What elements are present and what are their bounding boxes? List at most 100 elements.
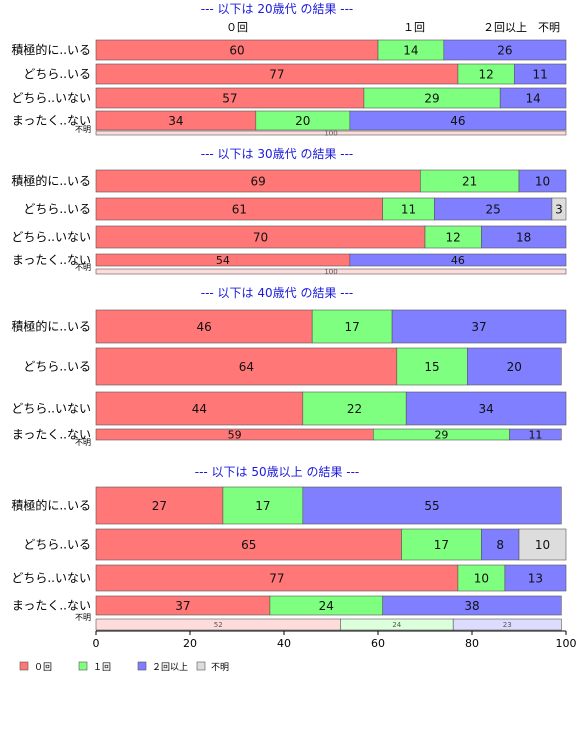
bar-segment (396, 347, 468, 386)
data-label: 61 (232, 202, 247, 216)
bar-segment (457, 564, 506, 592)
category-label: 不明 (75, 263, 91, 272)
data-label: 8 (496, 538, 504, 552)
data-label: 77 (269, 67, 284, 81)
data-label: 11 (401, 202, 416, 216)
column-header-label: ２回以上 (483, 21, 527, 34)
category-label: まったく..ない (12, 114, 91, 128)
data-label: 37 (471, 320, 486, 334)
group-title: --- 以下は 20歳代 の結果 --- (201, 2, 354, 16)
x-tick-label: 20 (183, 637, 197, 650)
bar-segment (95, 564, 459, 592)
category-label: 不明 (75, 125, 91, 134)
x-tick-label: 40 (277, 637, 291, 650)
legend-swatch (137, 661, 147, 671)
data-label: 17 (434, 538, 449, 552)
data-label: 46 (450, 114, 465, 128)
data-label: 14 (525, 91, 540, 105)
category-label: まったく..ない (12, 428, 91, 442)
data-label: 10 (535, 538, 550, 552)
data-label: 34 (478, 402, 493, 416)
column-header-label: ０回 (226, 21, 248, 34)
bar-segment (95, 347, 398, 386)
data-label: 13 (528, 571, 543, 585)
x-tick-label: 80 (465, 637, 479, 650)
category-label: まったく..ない (12, 599, 91, 613)
bar-segment (95, 309, 313, 344)
bar-segment (405, 391, 567, 426)
category-label: どちら..いる (23, 360, 91, 374)
category-label: どちら..いない (11, 91, 91, 105)
bar-segment (302, 391, 407, 426)
bar-segment (518, 169, 567, 193)
category-label: まったく..ない (12, 253, 91, 267)
bar-segment (349, 253, 567, 267)
data-label: 57 (222, 91, 237, 105)
bar-segment (222, 486, 304, 525)
data-label: 59 (228, 428, 242, 441)
data-label: 46 (451, 254, 465, 267)
bar-segment (466, 347, 562, 386)
bar-segment (509, 428, 562, 441)
data-label: 65 (241, 538, 256, 552)
data-label: 17 (345, 320, 360, 334)
data-label: 10 (474, 571, 489, 585)
bar-segment (302, 486, 562, 525)
data-label: 34 (168, 114, 183, 128)
data-label: 37 (175, 599, 190, 613)
data-label: 15 (424, 360, 439, 374)
group-title: --- 以下は 30歳代 の結果 --- (201, 147, 354, 161)
category-label: 不明 (75, 613, 91, 622)
category-label: どちら..いない (11, 571, 91, 585)
data-label: 18 (516, 230, 531, 244)
data-label: 70 (253, 230, 268, 244)
category-label: どちら..いる (23, 67, 91, 81)
legend-swatch (78, 661, 88, 671)
data-label: 22 (347, 402, 362, 416)
bar-segment (391, 309, 567, 344)
bar-segment (518, 528, 567, 561)
data-label: 25 (486, 202, 501, 216)
bar-segment (95, 268, 567, 275)
data-label: 29 (434, 428, 448, 441)
bar-segment (95, 130, 567, 136)
data-label: 26 (497, 43, 512, 57)
data-label: 21 (462, 174, 477, 188)
bar-segment (499, 87, 567, 109)
bar-segment (311, 309, 393, 344)
data-label: 14 (403, 43, 418, 57)
bar-segment (551, 197, 567, 221)
bar-segment (95, 391, 304, 426)
data-label: 60 (229, 43, 244, 57)
data-label: 11 (533, 67, 548, 81)
column-header-label: １回 (403, 21, 425, 34)
category-label: 積極的に..いる (11, 498, 91, 513)
data-label: 77 (269, 571, 284, 585)
data-label: 64 (239, 360, 254, 374)
bar-segment (452, 618, 562, 631)
data-label: 100 (324, 268, 337, 276)
bar-segment (401, 528, 482, 561)
data-label: 12 (446, 230, 461, 244)
category-label: どちら..いない (11, 230, 91, 244)
bar-segment (504, 564, 567, 592)
category-label: どちら..いる (23, 538, 91, 552)
x-tick-label: 60 (371, 637, 385, 650)
group-title: --- 以下は 50歳以上 の結果 --- (195, 465, 360, 479)
data-label: 29 (424, 91, 439, 105)
bar-segment (382, 595, 562, 616)
data-label: 54 (216, 254, 230, 267)
data-label: 20 (295, 114, 310, 128)
data-label: 55 (424, 499, 439, 513)
data-label: 10 (535, 174, 550, 188)
category-label: どちら..いる (23, 202, 91, 216)
legend-label: ０回 (34, 662, 52, 673)
data-label: 52 (214, 621, 223, 629)
x-tick-label: 0 (93, 637, 100, 650)
data-label: 27 (152, 499, 167, 513)
data-label: 38 (464, 599, 479, 613)
data-label: 17 (255, 499, 270, 513)
legend-label: 不明 (211, 662, 229, 673)
bar-segment (95, 486, 224, 525)
legend-label: ２回以上 (152, 662, 188, 673)
